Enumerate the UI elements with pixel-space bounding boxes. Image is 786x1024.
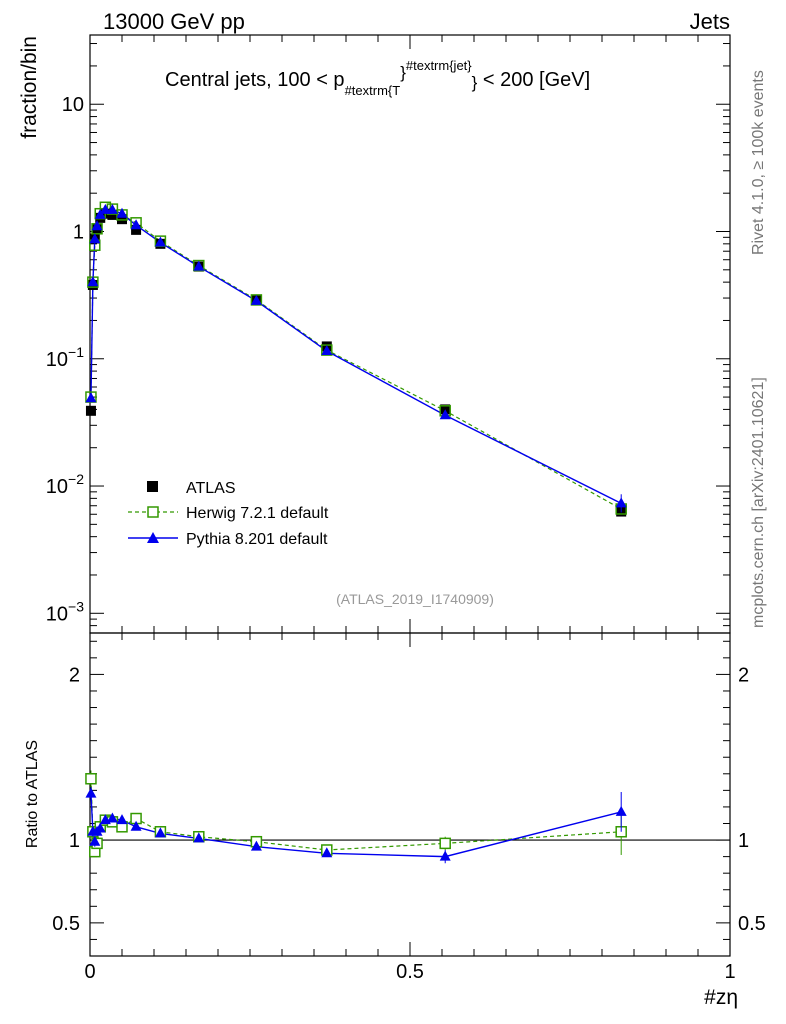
pythia-ratio-point	[89, 835, 101, 846]
legend-pythia-marker	[147, 532, 159, 543]
main-marks	[85, 201, 627, 517]
pythia-point	[193, 260, 205, 271]
atlas-point	[85, 405, 96, 416]
herwig-ratio-line	[90, 778, 622, 852]
legend-pythia-label: Pythia 8.201 default	[186, 531, 328, 548]
legend-herwig-marker	[147, 506, 159, 518]
main-y-tick-label: 10	[62, 94, 84, 116]
pythia-point	[154, 236, 166, 247]
ratio-y-tick-label-right: 0.5	[738, 913, 766, 935]
main-y-tick-label: 1	[73, 222, 84, 244]
pythia-ratio-point	[439, 850, 451, 861]
main-title-post: < 200 [GeV]	[477, 69, 590, 91]
main-y-tick-label-exp: −2	[68, 471, 84, 487]
legend: ATLAS Herwig 7.2.1 default Pythia 8.201 …	[128, 480, 329, 548]
pythia-point	[91, 220, 103, 231]
pythia-ratio-point	[85, 787, 97, 798]
pythia-point	[94, 208, 106, 219]
ratio-y-tick-label-right: 2	[738, 664, 749, 686]
header-right: Jets	[690, 9, 730, 34]
pythia-ratio-point	[321, 847, 333, 858]
x-tick-label: 1	[724, 961, 735, 983]
mcplots-label: mcplots.cern.ch [arXiv:2401.10621]	[750, 377, 767, 628]
pythia-ratio-line	[90, 793, 622, 858]
ratio-y-tick-label: 1	[69, 830, 80, 852]
ratio-axes: 0 0.5 1 0.5 0.5 1 1 2 2	[52, 633, 766, 983]
ratio-y-tick-label: 0.5	[52, 913, 80, 935]
main-y-tick-label-base: 10	[46, 476, 68, 498]
legend-atlas-marker	[147, 481, 158, 492]
main-title-sub: #textrm{T	[345, 83, 401, 98]
pythia-ratio-point	[130, 820, 142, 831]
x-tick-label: 0.5	[396, 961, 424, 983]
legend-herwig-label: Herwig 7.2.1 default	[186, 505, 329, 522]
main-y-tick-label: 10−2	[46, 471, 84, 498]
ratio-y-tick-label-right: 1	[738, 830, 749, 852]
main-y-tick-label: 10−3	[46, 598, 84, 625]
analysis-watermark: (ATLAS_2019_I1740909)	[336, 591, 494, 607]
pythia-point	[116, 207, 128, 218]
atlas-point	[131, 224, 142, 235]
rivet-label: Rivet 4.1.0, ≥ 100k events	[750, 70, 767, 255]
main-title: Central jets, 100 < p#textrm{T}#textrm{j…	[165, 58, 590, 98]
pythia-point	[99, 203, 111, 214]
ratio-panel-frame	[89, 632, 731, 957]
pythia-ratio-point	[116, 814, 128, 825]
main-y-tick-label-exp: −3	[68, 598, 84, 614]
pythia-point	[106, 203, 118, 214]
pythia-ratio-point	[250, 840, 262, 851]
pythia-point	[321, 345, 333, 356]
pythia-point	[85, 392, 97, 403]
herwig-ratio-point	[439, 837, 451, 850]
pythia-point	[439, 409, 451, 420]
pythia-ratio-point	[193, 832, 205, 843]
atlas-point	[107, 209, 118, 220]
legend-atlas-label: ATLAS	[186, 480, 236, 497]
pythia-ratio-point	[106, 812, 118, 823]
header-left: 13000 GeV pp	[103, 9, 245, 34]
main-title-close1: }	[400, 63, 406, 82]
main-title-sup: #textrm{jet}	[406, 58, 472, 73]
ratio-y-tick-label: 2	[69, 664, 80, 686]
x-axis-label: #zη	[704, 986, 738, 1009]
main-y-tick-label-base: 10	[46, 349, 68, 371]
x-tick-label: 0	[84, 961, 95, 983]
pythia-ratio-point	[94, 822, 106, 833]
pythia-point	[87, 276, 99, 287]
pythia-point	[250, 294, 262, 305]
main-y-tick-label-exp: −1	[68, 344, 84, 360]
ratio-y-axis-label: Ratio to ATLAS	[24, 740, 41, 848]
main-y-tick-label: 10−1	[46, 344, 84, 371]
main-y-axis-label: fraction/bin	[18, 36, 41, 139]
herwig-ratio-point	[85, 773, 97, 785]
pythia-line	[90, 209, 622, 505]
main-y-tick-label-base: 10	[46, 603, 68, 625]
pythia-ratio-point	[154, 827, 166, 838]
main-title-close2: }	[472, 73, 478, 92]
pythia-ratio-point	[615, 805, 627, 816]
main-title-pre: Central jets, 100 < p	[165, 69, 345, 91]
pythia-point	[130, 219, 142, 230]
ratio-marks	[85, 770, 627, 864]
pythia-point	[89, 233, 101, 244]
